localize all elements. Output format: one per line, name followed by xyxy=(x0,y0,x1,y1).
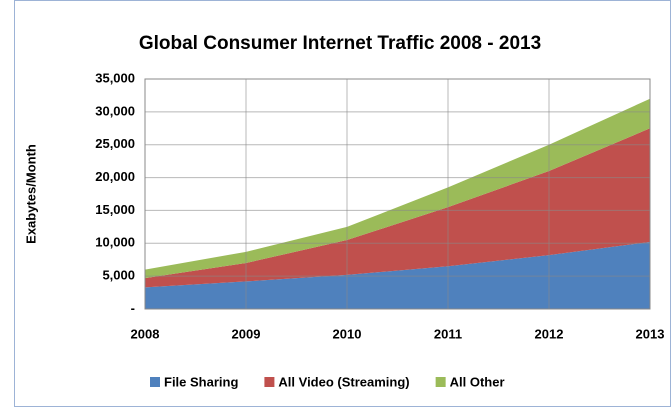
y-tick-label: 5,000 xyxy=(102,268,135,283)
x-tick-label: 2012 xyxy=(535,326,564,341)
legend: File Sharing All Video (Streaming) All Oth… xyxy=(150,374,505,389)
y-tick-label: 25,000 xyxy=(95,136,135,151)
legend-label: File Sharing xyxy=(164,374,238,389)
area xyxy=(145,241,650,309)
y-tick-label: 15,000 xyxy=(95,202,135,217)
legend-label: All Other xyxy=(450,374,505,389)
x-tick-label: 2013 xyxy=(636,326,665,341)
plot xyxy=(145,98,650,309)
plot-border xyxy=(144,78,651,310)
legend-swatch xyxy=(264,377,275,387)
x-tick-label: 2011 xyxy=(434,326,462,341)
y-tick-label: 35,000 xyxy=(95,70,135,85)
x-tick-label: 2008 xyxy=(131,326,160,341)
y-tick-label: 10,000 xyxy=(95,235,135,250)
area xyxy=(145,128,650,288)
legend-swatch xyxy=(435,377,446,387)
legend-label: All Video (Streaming) xyxy=(278,374,409,389)
legend-swatch xyxy=(150,377,160,387)
y-axis-label: Exabytes/Month xyxy=(23,144,38,244)
x-tick-label: 2009 xyxy=(232,326,261,341)
chart-title: Global Consumer Internet Traffic 2008 - … xyxy=(139,33,541,54)
y-tick-label: 30,000 xyxy=(95,103,135,118)
x-tick-label: 2010 xyxy=(333,326,362,341)
y-tick-label: 20,000 xyxy=(95,169,135,184)
y-tick-label: - xyxy=(131,300,135,315)
